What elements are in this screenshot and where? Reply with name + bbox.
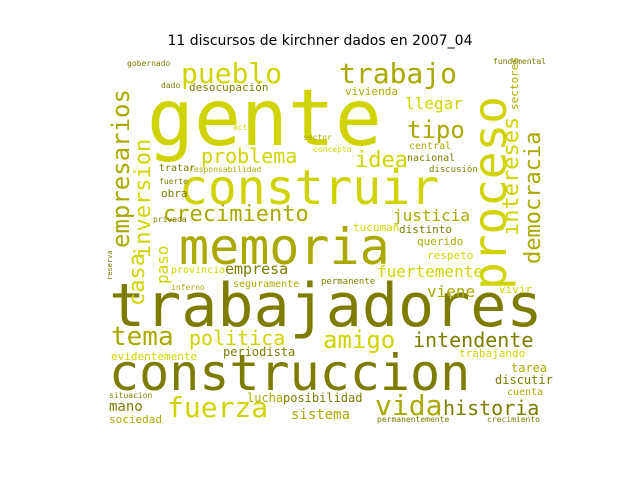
word-permanentemente: permanentemente (377, 415, 450, 424)
word-construir: construir (179, 160, 440, 216)
word-construccion: construccion (109, 344, 471, 402)
word-evidentemente: evidentemente (111, 350, 198, 363)
word-intereses: intereses (499, 116, 524, 236)
word-fuerte: fuerte (159, 177, 188, 186)
word-politica: politica (189, 326, 286, 350)
word-tratar: tratar (159, 163, 196, 174)
word-fuerza: fuerza (167, 391, 269, 424)
word-provincia: provincia (171, 265, 226, 276)
word-discusion: discusión (429, 165, 478, 175)
word-seguramente: seguramente (233, 279, 300, 290)
chart-title: 11 discursos de kirchner dados en 2007_0… (167, 33, 473, 49)
word-situacion: situacion (109, 391, 153, 400)
word-crecimiento: crecimiento (163, 202, 309, 227)
word-inversion: inversion (131, 138, 156, 258)
word-lucha: lucha (247, 391, 284, 405)
word-permanente: permanente (321, 277, 376, 287)
word-vivir: vivir (499, 283, 533, 296)
word-posibilidad: posibilidad (283, 391, 363, 405)
word-mano: mano (109, 399, 143, 415)
word-paso: paso (153, 245, 172, 284)
word-desocupacion: desocupación (189, 81, 269, 94)
word-crecimiento-small: crecimiento (487, 415, 540, 424)
word-privada: privada (153, 215, 187, 224)
word-vivienda: vivienda (345, 85, 398, 98)
word-trabajadores: trabajadores (109, 271, 543, 341)
word-dado: dado (161, 81, 181, 90)
word-reserva: reserva (107, 250, 114, 280)
word-sistema: sistema (291, 407, 351, 423)
word-justicia: justicia (393, 206, 471, 225)
word-cloud: gente trabajadores construccion memoria … (107, 58, 559, 426)
word-nacional: nacional (407, 153, 456, 164)
word-memoria: memoria (179, 218, 390, 276)
word-trabajando: trabajando (459, 347, 526, 360)
word-llegar: llegar (405, 94, 463, 113)
word-periodista: periodista (223, 345, 296, 359)
word-empresarios: empresarios (107, 89, 135, 248)
word-vida: vida (375, 389, 443, 422)
word-tema: tema (111, 322, 174, 352)
word-fuertemente: fuertemente (377, 262, 483, 281)
word-trabajo: trabajo (339, 58, 458, 90)
word-respeto: respeto (427, 249, 474, 262)
word-discutir: discutir (495, 373, 553, 387)
word-casa: casa (125, 253, 150, 306)
word-sociedad: sociedad (109, 413, 162, 426)
word-concepto: concepto (313, 145, 352, 154)
word-acto: acto (233, 123, 253, 132)
word-sector: sector (303, 133, 332, 142)
word-historia: historia (443, 396, 540, 420)
word-inferno: inferno (171, 283, 205, 292)
word-cuenta: cuenta (507, 387, 544, 398)
word-problema: problema (201, 144, 298, 168)
word-responsabilidad: responsabilidad (189, 165, 262, 174)
word-pueblo: pueblo (181, 58, 283, 90)
word-central: central (409, 141, 452, 152)
word-fundamental: fundamental (493, 58, 546, 66)
word-viene: viene (427, 282, 476, 301)
word-gobernado: gobernado (127, 59, 171, 68)
word-idea: idea (355, 148, 408, 173)
word-tucuman: tucuman (353, 221, 400, 234)
word-intendente: intendente (413, 328, 534, 352)
word-democracia: democracia (521, 131, 546, 264)
word-distinto: distinto (399, 223, 452, 236)
word-empresa: empresa (225, 260, 289, 278)
word-amigo: amigo (323, 326, 396, 354)
word-gente: gente (147, 74, 382, 164)
word-tarea: tarea (511, 361, 548, 375)
word-querido: querido (417, 235, 464, 248)
word-obra: obra (161, 187, 188, 200)
word-tipo: tipo (407, 116, 465, 144)
